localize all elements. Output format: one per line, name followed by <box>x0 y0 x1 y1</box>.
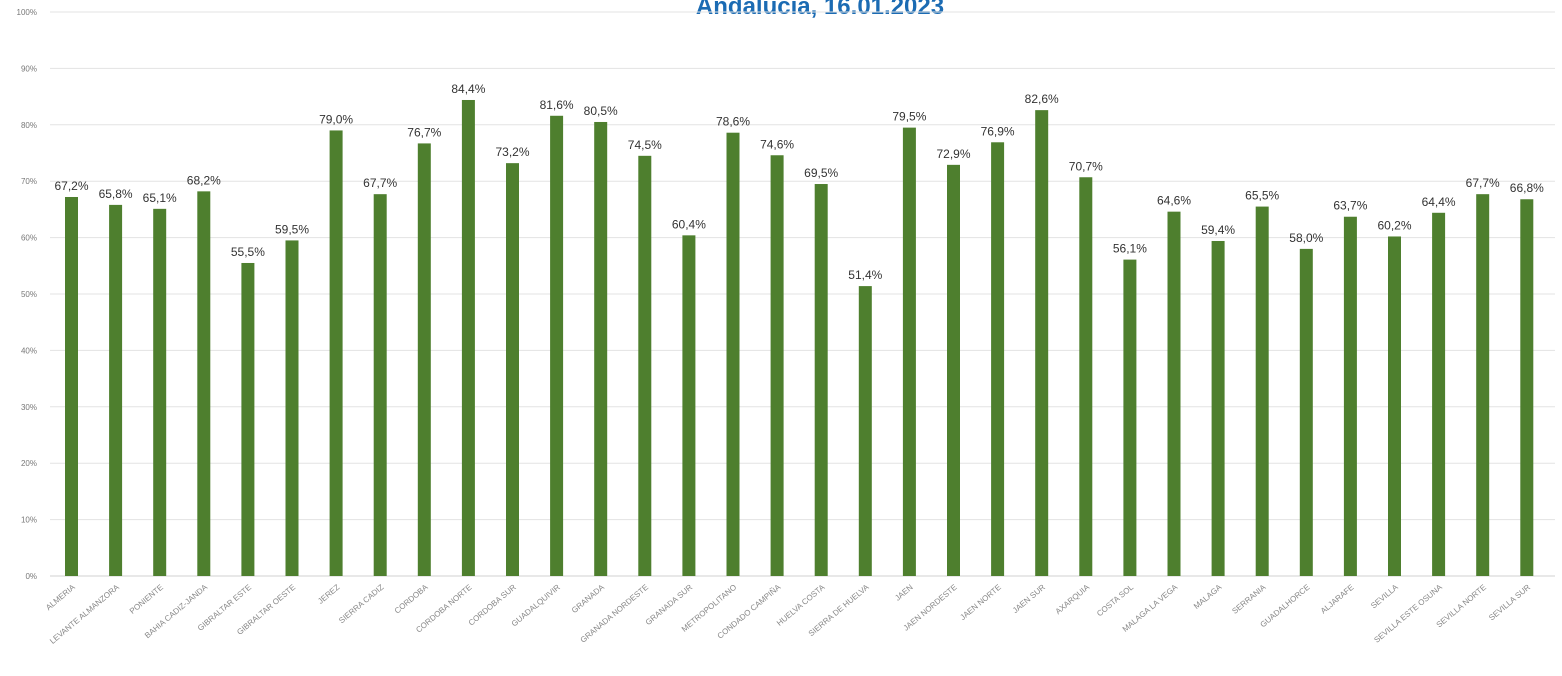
bar <box>1255 206 1269 576</box>
data-label: 82,6% <box>1025 92 1059 106</box>
data-label: 79,5% <box>892 110 926 124</box>
data-label: 74,6% <box>760 137 794 151</box>
bar <box>1299 248 1313 576</box>
data-label: 63,7% <box>1333 199 1367 213</box>
data-label: 81,6% <box>540 98 574 112</box>
chart-title: Andalucía, 16.01.2023 <box>695 0 945 20</box>
data-label: 67,2% <box>54 179 88 193</box>
data-label: 76,9% <box>981 124 1015 138</box>
bar <box>197 191 211 577</box>
bar <box>902 127 916 577</box>
data-label: 70,7% <box>1069 159 1103 173</box>
data-label: 58,0% <box>1289 231 1323 245</box>
bar <box>1079 177 1093 576</box>
x-tick-label: AXARQUIA <box>1054 582 1092 616</box>
data-label: 66,8% <box>1510 181 1544 195</box>
data-label: 78,6% <box>716 115 750 129</box>
bar <box>682 235 696 576</box>
data-label: 73,2% <box>495 145 529 159</box>
y-tick-label: 40% <box>21 346 37 355</box>
bar <box>858 286 872 576</box>
y-tick-label: 60% <box>21 234 37 243</box>
data-label: 60,2% <box>1377 218 1411 232</box>
x-tick-label: ALMERIA <box>44 582 77 612</box>
bar <box>153 208 167 576</box>
bar <box>285 240 299 577</box>
x-tick-label: GRANADA <box>570 582 607 615</box>
bar <box>814 184 828 576</box>
data-label: 64,4% <box>1422 195 1456 209</box>
x-tick-label: SIERRA CADIZ <box>337 583 385 626</box>
x-tick-label: PONIENTE <box>128 583 165 616</box>
y-tick-label: 70% <box>21 177 37 186</box>
y-tick-label: 80% <box>21 121 37 130</box>
x-tick-label: JAEN <box>893 582 915 602</box>
bar <box>329 130 343 576</box>
data-label: 55,5% <box>231 245 265 259</box>
x-tick-label: ALJARAFE <box>1319 583 1356 616</box>
data-label: 51,4% <box>848 268 882 282</box>
data-label: 59,4% <box>1201 223 1235 237</box>
x-tick-label: SEVILLA SUR <box>1487 582 1532 622</box>
bar <box>947 164 960 576</box>
bar <box>65 196 78 576</box>
data-label: 76,7% <box>407 125 441 139</box>
bar <box>461 99 475 576</box>
y-tick-label: 90% <box>21 64 37 73</box>
x-tick-label: CORDOBA <box>393 582 430 615</box>
bar <box>726 132 740 577</box>
x-tick-label: COSTA SOL <box>1095 582 1135 618</box>
bar <box>1388 236 1401 577</box>
bar <box>109 204 123 576</box>
data-label: 65,8% <box>99 187 133 201</box>
y-tick-label: 20% <box>21 459 37 468</box>
data-label: 68,2% <box>187 173 221 187</box>
x-tick-label: MALAGA <box>1192 582 1224 611</box>
bar <box>770 155 784 577</box>
bar <box>1123 259 1137 576</box>
data-label: 79,0% <box>319 112 353 126</box>
x-tick-label: JEREZ <box>316 583 341 606</box>
data-label: 67,7% <box>1466 176 1500 190</box>
bar <box>1211 240 1225 576</box>
data-label: 72,9% <box>936 147 970 161</box>
data-label: 65,1% <box>143 191 177 205</box>
bar <box>1167 211 1181 576</box>
data-label: 60,4% <box>672 217 706 231</box>
data-label: 84,4% <box>451 82 485 96</box>
data-label: 64,6% <box>1157 194 1191 208</box>
bar <box>1035 110 1049 577</box>
bar <box>1343 216 1357 576</box>
y-tick-label: 30% <box>21 403 37 412</box>
bar <box>241 262 255 576</box>
x-tick-label: SEVILLA <box>1369 582 1400 610</box>
x-tick-label: JAEN NORTE <box>958 583 1002 622</box>
y-tick-label: 100% <box>17 8 37 17</box>
y-tick-label: 50% <box>21 290 37 299</box>
data-label: 65,5% <box>1245 189 1279 203</box>
bar <box>638 155 652 576</box>
y-tick-label: 10% <box>21 516 37 525</box>
bar <box>594 121 608 576</box>
bar <box>1432 212 1446 576</box>
bar <box>991 142 1005 576</box>
data-label: 74,5% <box>628 138 662 152</box>
bar <box>417 143 431 577</box>
data-label: 80,5% <box>584 104 618 118</box>
x-tick-label: JAEN SUR <box>1011 582 1047 614</box>
bar <box>550 115 564 576</box>
y-tick-label: 0% <box>25 572 37 581</box>
bar <box>506 163 519 577</box>
bar <box>1476 194 1490 576</box>
data-label: 69,5% <box>804 166 838 180</box>
data-label: 67,7% <box>363 176 397 190</box>
data-label: 56,1% <box>1113 242 1147 256</box>
data-label: 59,5% <box>275 222 309 236</box>
x-tick-label: SERRANIA <box>1230 582 1268 616</box>
bar <box>1520 199 1534 577</box>
bar <box>373 194 387 576</box>
